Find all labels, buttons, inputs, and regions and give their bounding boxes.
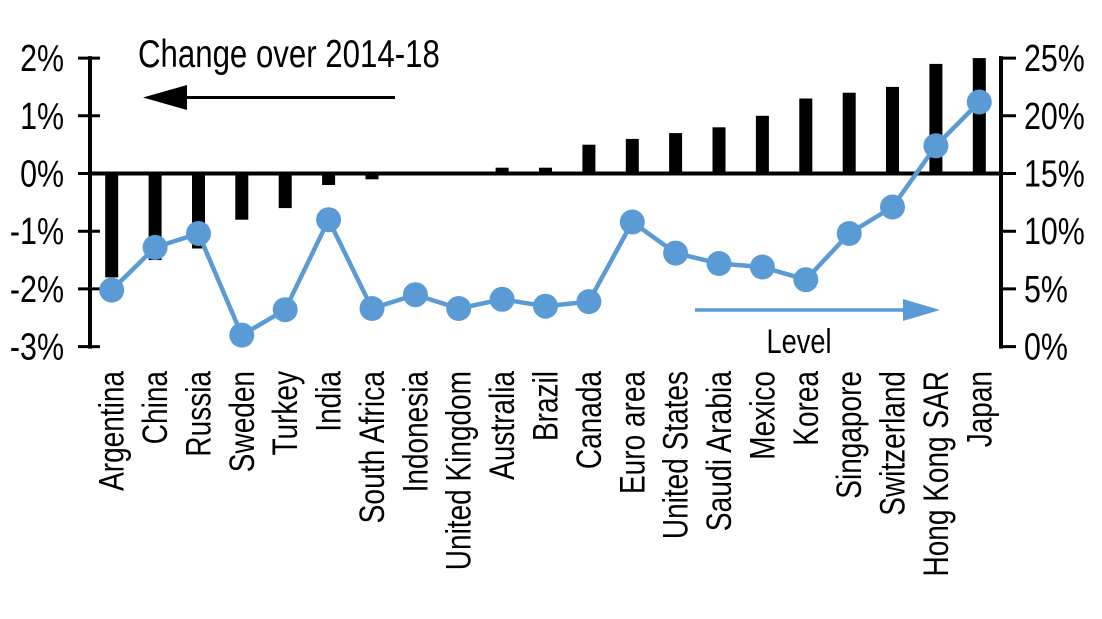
right-axis-tick-label: 5% — [1024, 269, 1068, 311]
right-axis-tick-label: 10% — [1024, 211, 1085, 253]
category-label-argentina: Argentina — [93, 371, 132, 491]
level-point-argentina — [99, 277, 125, 303]
level-point-euro-area — [619, 209, 645, 235]
axes-group: 2% 1% 0% -1% -2% -3% 25% 20% 15% 10% 5% 0% — [10, 38, 1085, 369]
bar-switzerland — [886, 86, 899, 174]
level-point-united-states — [663, 240, 689, 266]
category-label-switzerland: Switzerland — [874, 371, 913, 516]
category-label-saudi-arabia: Saudi Arabia — [700, 371, 739, 532]
category-label-australia: Australia — [483, 371, 522, 480]
level-point-brazil — [533, 293, 558, 319]
bar-korea — [799, 98, 813, 174]
category-label-korea: Korea — [787, 371, 826, 446]
bar-canada — [582, 144, 596, 174]
level-point-turkey — [272, 297, 298, 323]
category-label-china: China — [136, 371, 175, 445]
level-point-china — [142, 234, 168, 260]
level-point-hong-kong-sar — [923, 133, 949, 159]
right-axis-tick-label: 15% — [1024, 154, 1085, 196]
bar-turkey — [278, 173, 292, 209]
bar-brazil — [539, 167, 552, 174]
bar-argentina — [105, 173, 119, 278]
bar-series-annotation-label: Change over 2014-18 — [138, 33, 440, 76]
bar-united-states — [669, 133, 683, 174]
left-axis-tick-label: -2% — [10, 269, 64, 311]
right-axis-tick-label: 20% — [1024, 96, 1085, 138]
level-point-switzerland — [880, 194, 905, 220]
left-axis-tick-label: 0% — [20, 154, 64, 196]
bar-sweden — [235, 173, 249, 220]
category-label-japan: Japan — [960, 371, 999, 447]
category-label-turkey: Turkey — [266, 371, 305, 456]
bar-euro-area — [625, 138, 639, 174]
level-point-singapore — [836, 221, 862, 246]
level-point-australia — [489, 286, 515, 312]
change-arrow-left — [143, 85, 395, 110]
level-point-japan — [966, 89, 992, 115]
level-point-russia — [186, 221, 211, 246]
bar-saudi-arabia — [712, 127, 726, 174]
category-label-euro-area: Euro area — [613, 371, 652, 494]
category-label-south-africa: South Africa — [353, 371, 392, 524]
category-labels-group: Argentina China Russia Sweden Turkey India Sou… — [93, 371, 1000, 577]
category-label-singapore: Singapore — [830, 371, 869, 499]
bar-south-africa — [365, 173, 379, 180]
left-axis-tick-label: 2% — [20, 38, 64, 80]
category-label-brazil: Brazil — [527, 371, 566, 441]
level-point-korea — [793, 267, 819, 293]
category-label-united-kingdom: United Kingdom — [440, 371, 479, 570]
category-label-canada: Canada — [570, 371, 609, 470]
level-point-saudi-arabia — [706, 251, 732, 276]
level-point-india — [316, 207, 342, 233]
category-label-india: India — [310, 371, 349, 432]
left-axis-tick-label: -1% — [10, 211, 64, 253]
category-label-united-states: United States — [657, 371, 696, 539]
line-series-annotation-label: Level — [767, 323, 832, 361]
line-series-group — [99, 89, 992, 348]
right-axis-tick-label: 0% — [1024, 327, 1068, 369]
category-label-mexico: Mexico — [743, 371, 782, 460]
left-axis-tick-label: -3% — [10, 327, 64, 369]
level-point-mexico — [749, 254, 775, 280]
category-label-indonesia: Indonesia — [396, 371, 435, 493]
bar-singapore — [842, 92, 856, 174]
level-point-indonesia — [402, 282, 428, 308]
category-label-sweden: Sweden — [223, 371, 262, 472]
level-point-sweden — [229, 322, 255, 348]
level-arrow-right — [695, 299, 940, 321]
left-axis-tick-label: 1% — [20, 96, 64, 138]
category-label-hong-kong-sar: Hong Kong SAR — [917, 371, 956, 577]
level-point-canada — [576, 289, 602, 315]
bar-australia — [495, 167, 509, 174]
level-point-united-kingdom — [446, 296, 472, 321]
right-axis-tick-label: 25% — [1024, 38, 1085, 80]
bar-japan — [972, 58, 986, 174]
bar-mexico — [755, 115, 769, 174]
bar-india — [322, 173, 336, 185]
category-label-russia: Russia — [179, 371, 218, 457]
level-point-south-africa — [359, 296, 385, 321]
